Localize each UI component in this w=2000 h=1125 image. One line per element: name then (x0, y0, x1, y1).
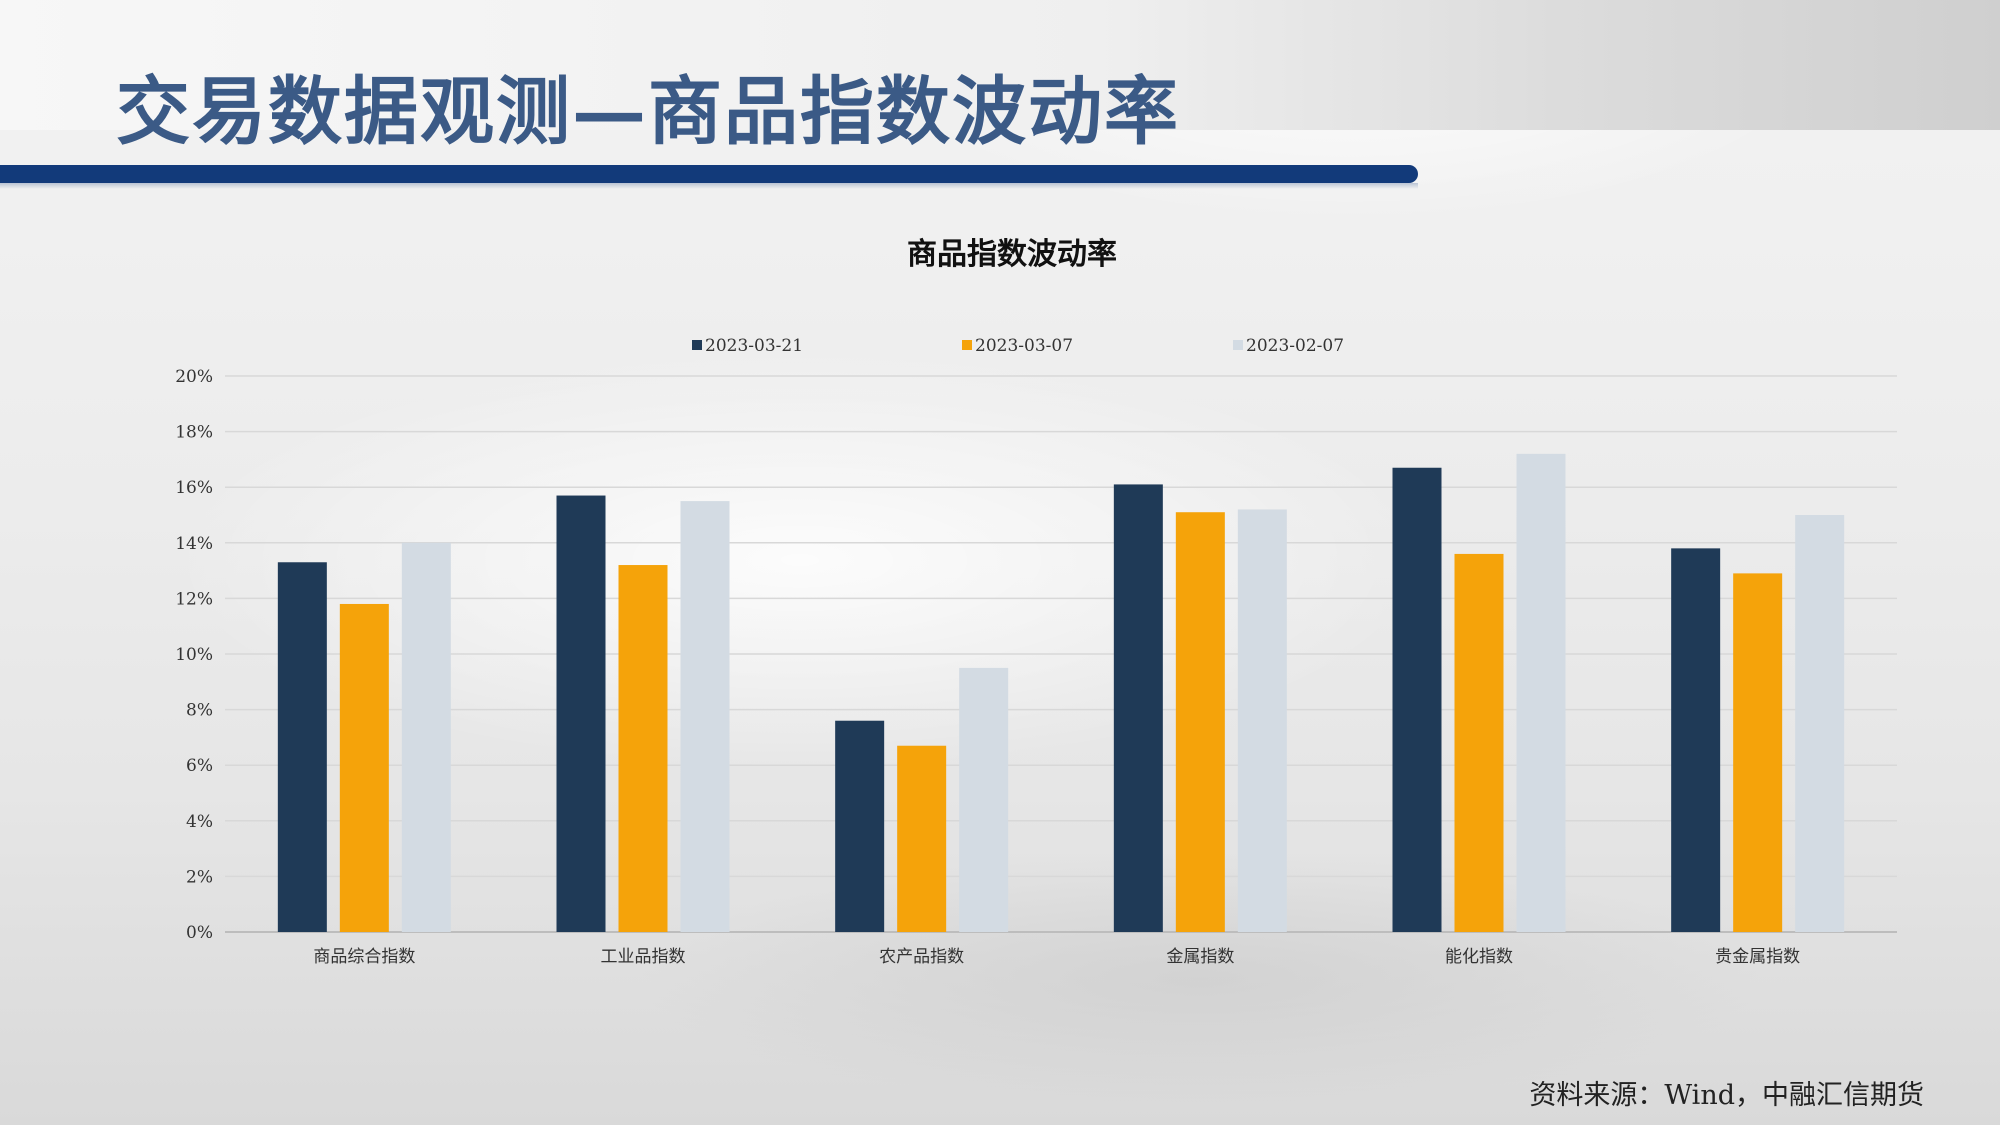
legend-swatch (962, 340, 972, 350)
y-tick-label: 20% (175, 367, 213, 387)
bar (1516, 453, 1566, 932)
bar (401, 542, 451, 932)
source-note: 资料来源：Wind，中融汇信期货 (1529, 1080, 1924, 1111)
bar (618, 565, 668, 932)
legend-swatch (692, 340, 702, 350)
legend-swatch (1233, 340, 1243, 350)
y-tick-label: 18% (175, 423, 213, 443)
legend-label: 2023-03-21 (705, 336, 803, 356)
category-label: 工业品指数 (601, 947, 686, 967)
bar (959, 667, 1009, 932)
bar (897, 745, 947, 932)
legend-label: 2023-03-07 (975, 336, 1073, 356)
y-tick-label: 12% (175, 589, 213, 609)
bar (1237, 509, 1287, 932)
bar (1795, 515, 1845, 932)
y-tick-label: 16% (175, 478, 213, 498)
category-label: 金属指数 (1166, 947, 1234, 967)
bars (277, 453, 1845, 932)
legend: 2023-03-21 2023-03-07 2023-02-07 (692, 336, 1344, 356)
bar (1175, 512, 1225, 932)
y-tick-label: 10% (175, 645, 213, 665)
bar (1671, 548, 1721, 932)
bar (556, 495, 606, 932)
y-tick-label: 8% (186, 701, 213, 721)
category-label: 农产品指数 (879, 947, 964, 967)
chart-title: 商品指数波动率 (907, 237, 1117, 272)
bar (835, 720, 885, 932)
x-axis-labels: 商品综合指数 工业品指数 农产品指数 金属指数 能化指数 贵金属指数 (313, 947, 1800, 967)
category-label: 贵金属指数 (1715, 947, 1800, 967)
bar (1113, 484, 1163, 932)
y-tick-label: 2% (186, 867, 213, 887)
bar (277, 562, 327, 932)
y-tick-label: 14% (175, 534, 213, 554)
y-axis-ticks: 0% 2% 4% 6% 8% 10% 12% 14% 16% 18% 20% (175, 367, 213, 943)
bar (1733, 573, 1783, 932)
header-band (0, 0, 2000, 130)
header-divider-bar (0, 165, 1418, 183)
bar (1454, 553, 1504, 932)
bar (1392, 467, 1442, 932)
gridlines (225, 375, 1897, 933)
category-label: 能化指数 (1445, 947, 1513, 967)
header-divider-shadow (0, 183, 1418, 189)
y-tick-label: 0% (186, 923, 213, 943)
category-label: 商品综合指数 (313, 947, 415, 967)
y-tick-label: 4% (186, 812, 213, 832)
legend-label: 2023-02-07 (1246, 336, 1344, 356)
bar (680, 501, 730, 932)
page-title: 交易数据观测—商品指数波动率 (116, 69, 1180, 155)
bar (339, 603, 389, 932)
y-tick-label: 6% (186, 756, 213, 776)
